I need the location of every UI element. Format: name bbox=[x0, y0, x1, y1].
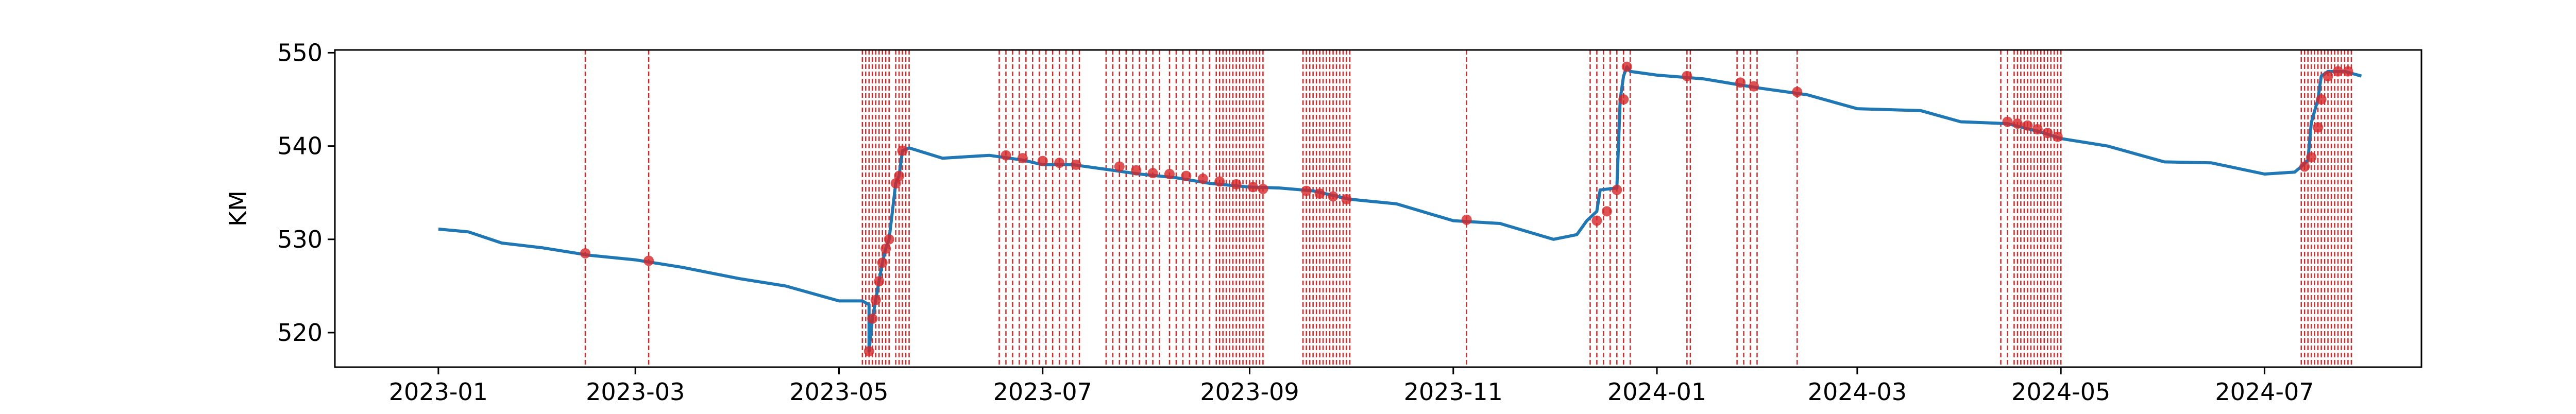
event-point bbox=[2313, 122, 2324, 133]
event-point bbox=[1618, 94, 1629, 105]
event-point bbox=[867, 313, 878, 324]
event-point bbox=[580, 248, 590, 258]
event-point bbox=[2306, 152, 2317, 163]
event-point bbox=[1258, 183, 1268, 194]
event-point bbox=[1735, 77, 1746, 88]
y-axis: 520 530 540 550 bbox=[277, 39, 335, 347]
event-point bbox=[1071, 159, 1081, 170]
event-point bbox=[1792, 87, 1803, 97]
event-point bbox=[2042, 128, 2053, 139]
event-point bbox=[2052, 131, 2063, 142]
event-point bbox=[2323, 71, 2333, 81]
event-point bbox=[1197, 174, 1208, 184]
event-point bbox=[1231, 179, 1242, 189]
event-point bbox=[643, 255, 654, 266]
x-tick-label: 2023-09 bbox=[1200, 378, 1299, 406]
y-tick-label: 550 bbox=[277, 39, 323, 66]
event-point bbox=[870, 295, 881, 305]
event-point bbox=[1682, 71, 1692, 81]
event-point bbox=[1612, 184, 1622, 195]
x-tick-label: 2023-01 bbox=[389, 378, 488, 406]
x-tick-label: 2023-07 bbox=[993, 378, 1092, 406]
event-point bbox=[2316, 94, 2327, 105]
x-tick-label: 2024-05 bbox=[2011, 378, 2110, 406]
event-point bbox=[884, 234, 894, 245]
event-point bbox=[1017, 153, 1028, 164]
event-point bbox=[1328, 191, 1338, 202]
event-point bbox=[1054, 158, 1065, 168]
event-point bbox=[863, 346, 874, 357]
event-point bbox=[1248, 182, 1258, 193]
event-point bbox=[2022, 120, 2033, 131]
series-markers-layer bbox=[580, 61, 2353, 357]
y-tick-label: 540 bbox=[277, 132, 323, 160]
y-tick-label: 530 bbox=[277, 226, 323, 253]
event-point bbox=[2032, 124, 2043, 134]
event-point bbox=[2299, 161, 2310, 172]
event-point bbox=[897, 145, 908, 156]
event-point bbox=[1114, 161, 1125, 172]
event-point bbox=[2002, 116, 2013, 127]
event-point bbox=[1037, 156, 1048, 166]
event-point bbox=[1621, 61, 1632, 72]
event-point bbox=[877, 257, 888, 268]
plot-area-frame bbox=[334, 49, 2422, 368]
event-point bbox=[1301, 185, 1312, 196]
y-axis-label: KM bbox=[224, 191, 252, 227]
event-point bbox=[2012, 118, 2023, 129]
x-tick-label: 2023-11 bbox=[1404, 378, 1503, 406]
event-point bbox=[874, 276, 885, 287]
event-point bbox=[894, 170, 905, 181]
event-point bbox=[1749, 81, 1759, 92]
x-tick-label: 2024-07 bbox=[2215, 378, 2314, 406]
event-point bbox=[1181, 170, 1192, 181]
event-point bbox=[1591, 215, 1602, 226]
x-axis: 2023-01 2023-03 2023-05 2023-07 2023-09 2023-… bbox=[389, 367, 2314, 406]
event-lines-layer bbox=[584, 50, 2352, 367]
event-point bbox=[1314, 188, 1325, 199]
x-tick-label: 2023-05 bbox=[789, 378, 888, 406]
event-point bbox=[1001, 150, 1011, 161]
event-point bbox=[2343, 66, 2353, 77]
y-tick-label: 520 bbox=[277, 319, 323, 347]
km-series-line bbox=[438, 65, 2362, 353]
x-tick-label: 2023-03 bbox=[586, 378, 685, 406]
series-line-layer bbox=[438, 65, 2362, 353]
event-point bbox=[2333, 66, 2343, 77]
event-point bbox=[1214, 176, 1225, 187]
event-point bbox=[1164, 168, 1175, 179]
x-tick-label: 2024-01 bbox=[1607, 378, 1706, 406]
event-point bbox=[1461, 214, 1472, 225]
event-point bbox=[1131, 165, 1142, 176]
x-tick-label: 2024-03 bbox=[1808, 378, 1907, 406]
event-point bbox=[1341, 194, 1352, 204]
event-point bbox=[1601, 206, 1612, 217]
event-point bbox=[1147, 168, 1158, 179]
event-point bbox=[880, 243, 891, 254]
